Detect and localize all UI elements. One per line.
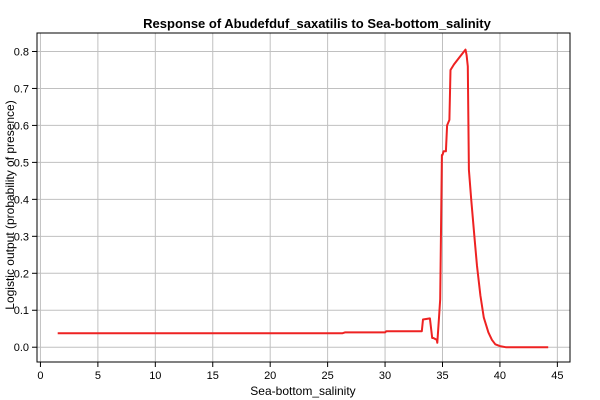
y-axis: 0.0 0.1 0.2 0.3 0.4 0.5 0.6 0.7 0.8 bbox=[14, 46, 37, 354]
y-tick-label: 0.4 bbox=[14, 194, 29, 206]
y-tick-label: 0.2 bbox=[14, 268, 29, 280]
x-tick-label: 35 bbox=[436, 370, 448, 382]
x-tick-label: 20 bbox=[264, 370, 276, 382]
y-tick-label: 0.6 bbox=[14, 120, 29, 132]
plot-frame bbox=[36, 32, 571, 363]
chart-title: Response of Abudefduf_saxatilis to Sea-b… bbox=[143, 16, 491, 31]
y-tick-label: 0.0 bbox=[14, 342, 29, 354]
x-tick-label: 15 bbox=[207, 370, 219, 382]
series-layer bbox=[57, 48, 549, 349]
x-tick-label: 5 bbox=[95, 370, 101, 382]
x-tick-label: 30 bbox=[379, 370, 391, 382]
y-axis-label: Logistic output (probability of presence… bbox=[3, 100, 17, 309]
x-tick-label: 40 bbox=[494, 370, 506, 382]
x-tick-label: 25 bbox=[321, 370, 333, 382]
y-tick-label: 0.3 bbox=[14, 231, 29, 243]
x-tick-label: 10 bbox=[149, 370, 161, 382]
y-tick-label: 0.5 bbox=[14, 157, 29, 169]
y-tick-label: 0.1 bbox=[14, 305, 29, 317]
x-tick-label: 45 bbox=[551, 370, 563, 382]
y-tick-label: 0.8 bbox=[14, 46, 29, 58]
x-tick-label: 0 bbox=[37, 370, 43, 382]
grid bbox=[37, 33, 570, 362]
x-axis-label: Sea-bottom_salinity bbox=[250, 384, 355, 398]
y-tick-label: 0.7 bbox=[14, 83, 29, 95]
series-line bbox=[57, 48, 549, 349]
x-axis: 0 5 10 15 20 25 30 35 40 45 bbox=[37, 362, 563, 382]
